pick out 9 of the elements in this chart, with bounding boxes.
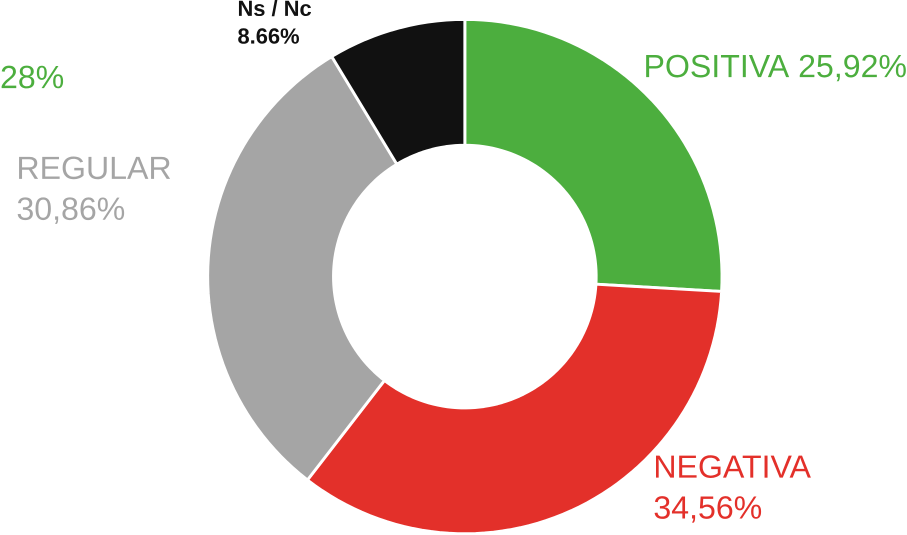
slice-label: Ns / Nc: [238, 0, 312, 16]
slice-label: REGULAR: [19, 156, 170, 180]
data-label: 34,56%: [654, 496, 762, 523]
data-label: 30,86%: [18, 197, 124, 224]
data-label: 8.66%: [238, 28, 299, 44]
text: 28%: [2, 66, 64, 88]
slice-label: NEGATIVA: [656, 455, 811, 478]
data-label: 25,92%: [800, 54, 906, 82]
slice-label: POSITIVA: [646, 54, 790, 78]
